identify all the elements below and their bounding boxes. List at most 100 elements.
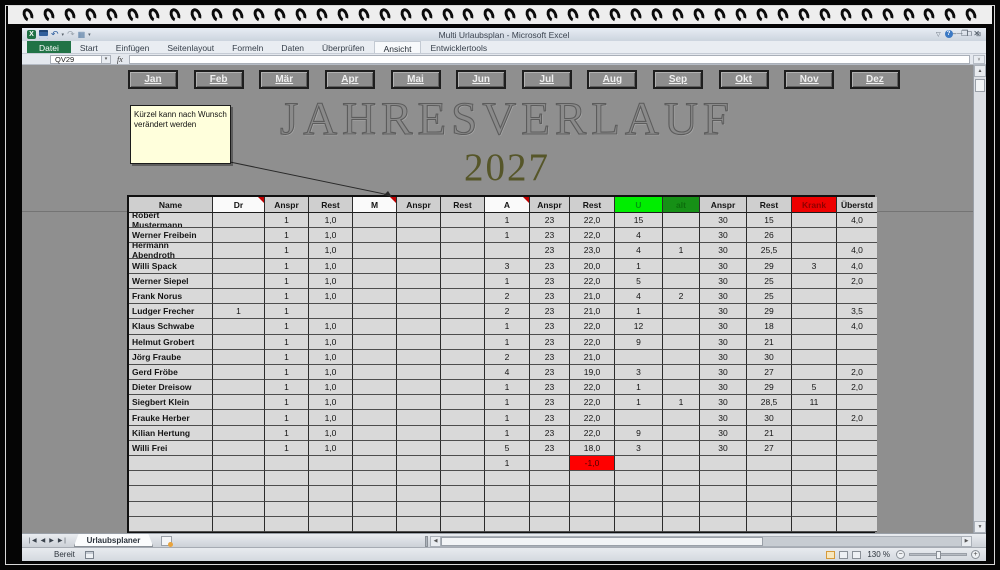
table-cell[interactable] <box>747 456 792 472</box>
table-cell[interactable] <box>792 273 837 289</box>
column-header-rest[interactable]: Rest <box>309 197 353 213</box>
table-cell[interactable]: 4 <box>615 228 663 244</box>
table-cell[interactable]: 1 <box>265 380 309 396</box>
table-cell[interactable]: 3 <box>615 440 663 456</box>
table-cell[interactable] <box>747 471 792 487</box>
table-cell[interactable]: 22,0 <box>570 395 615 411</box>
table-cell[interactable]: 4,0 <box>837 213 877 229</box>
table-cell[interactable]: 21,0 <box>570 304 615 320</box>
table-cell[interactable] <box>485 471 530 487</box>
table-cell[interactable] <box>353 258 397 274</box>
table-cell[interactable] <box>309 304 353 320</box>
table-cell[interactable] <box>441 258 485 274</box>
cell-name[interactable] <box>129 516 213 532</box>
table-cell[interactable]: 30 <box>700 410 747 426</box>
table-cell[interactable]: 25,5 <box>747 243 792 259</box>
first-sheet-icon[interactable]: ❘◀ <box>27 538 37 544</box>
table-cell[interactable]: 30 <box>700 228 747 244</box>
cell-name[interactable]: Willi Frei <box>129 440 213 456</box>
table-cell[interactable]: 22,0 <box>570 228 615 244</box>
name-box-dropdown-icon[interactable]: ▾ <box>102 54 111 64</box>
qat-customize-icon[interactable]: ▾ <box>88 31 91 38</box>
table-cell[interactable] <box>265 456 309 472</box>
table-cell[interactable]: 25 <box>747 288 792 305</box>
table-cell[interactable] <box>792 471 837 487</box>
table-cell[interactable]: 30 <box>700 243 747 259</box>
table-cell[interactable] <box>663 213 700 229</box>
table-cell[interactable] <box>353 349 397 365</box>
column-header-alt[interactable]: alt <box>663 197 700 213</box>
redo-icon[interactable]: ↷ <box>67 29 75 39</box>
table-cell[interactable] <box>570 486 615 502</box>
cell-name[interactable]: Dieter Dreisow <box>129 380 213 396</box>
table-cell[interactable] <box>663 410 700 426</box>
table-cell[interactable] <box>213 319 265 335</box>
table-cell[interactable] <box>792 486 837 502</box>
table-cell[interactable]: 1 <box>615 258 663 274</box>
table-cell[interactable]: 3 <box>485 258 530 274</box>
table-cell[interactable] <box>441 501 485 517</box>
table-cell[interactable] <box>441 288 485 305</box>
save-icon[interactable] <box>39 30 48 39</box>
insert-worksheet-icon[interactable] <box>161 535 174 547</box>
table-cell[interactable] <box>615 471 663 487</box>
table-cell[interactable] <box>309 501 353 517</box>
table-cell[interactable]: 27 <box>747 440 792 456</box>
worksheet[interactable]: Jan Feb Mär Apr Mai Jun Jul Aug Sep Okt Nov Dez JAH… <box>22 65 986 533</box>
table-cell[interactable]: 1 <box>485 228 530 244</box>
table-cell[interactable] <box>265 516 309 532</box>
table-cell[interactable] <box>397 228 441 244</box>
table-cell[interactable] <box>213 410 265 426</box>
table-cell[interactable] <box>792 319 837 335</box>
table-cell[interactable] <box>441 213 485 229</box>
table-cell[interactable]: 1 <box>265 319 309 335</box>
table-cell[interactable]: 2,0 <box>837 410 877 426</box>
page-break-view-icon[interactable] <box>852 550 862 559</box>
table-cell[interactable]: 23 <box>530 319 570 335</box>
table-cell[interactable]: 2,0 <box>837 364 877 381</box>
ribbon-tab-daten[interactable]: Daten <box>281 43 305 53</box>
table-cell[interactable]: 1 <box>265 395 309 411</box>
column-header-u[interactable]: U <box>615 197 663 213</box>
table-cell[interactable] <box>837 501 877 517</box>
table-cell[interactable]: 29 <box>747 304 792 320</box>
cell-name[interactable]: Robert Mustermann <box>129 213 213 229</box>
table-cell[interactable] <box>397 516 441 532</box>
close-button[interactable]: ✕ <box>973 29 980 38</box>
table-cell[interactable]: 1,0 <box>309 288 353 305</box>
table-cell[interactable] <box>397 486 441 502</box>
table-cell[interactable] <box>353 243 397 259</box>
table-cell[interactable]: 1 <box>265 273 309 289</box>
table-cell[interactable]: 1 <box>265 228 309 244</box>
cell-name[interactable]: Helmut Grobert <box>129 334 213 350</box>
table-cell[interactable] <box>615 410 663 426</box>
table-cell[interactable] <box>213 228 265 244</box>
table-cell[interactable] <box>663 273 700 289</box>
table-cell[interactable] <box>441 395 485 411</box>
cell-name[interactable]: Frank Norus <box>129 288 213 305</box>
table-cell[interactable] <box>213 243 265 259</box>
tab-split-handle[interactable] <box>425 535 428 547</box>
last-sheet-icon[interactable]: ▶❘ <box>57 538 68 544</box>
table-cell[interactable]: 1 <box>485 425 530 441</box>
vertical-scroll-thumb[interactable] <box>975 79 985 92</box>
table-cell[interactable] <box>747 516 792 532</box>
table-cell[interactable]: 1 <box>265 334 309 350</box>
doc-close-icon[interactable]: ⊠ <box>975 31 981 38</box>
table-cell[interactable]: 1,0 <box>309 440 353 456</box>
table-cell[interactable] <box>530 486 570 502</box>
cell-name[interactable]: Werner Siepel <box>129 273 213 289</box>
ribbon-tab-datei[interactable]: Datei <box>27 41 71 53</box>
table-cell[interactable]: 27 <box>747 364 792 381</box>
table-cell[interactable] <box>615 349 663 365</box>
ribbon-tab-formeln[interactable]: Formeln <box>232 43 264 53</box>
month-button-feb[interactable]: Feb <box>193 70 244 89</box>
table-cell[interactable]: 26 <box>747 228 792 244</box>
table-cell[interactable]: 1 <box>485 380 530 396</box>
table-cell[interactable]: 5 <box>485 440 530 456</box>
table-cell[interactable] <box>397 395 441 411</box>
table-cell[interactable]: 22,0 <box>570 213 615 229</box>
table-cell[interactable] <box>397 319 441 335</box>
table-cell[interactable] <box>700 516 747 532</box>
table-cell[interactable] <box>792 334 837 350</box>
